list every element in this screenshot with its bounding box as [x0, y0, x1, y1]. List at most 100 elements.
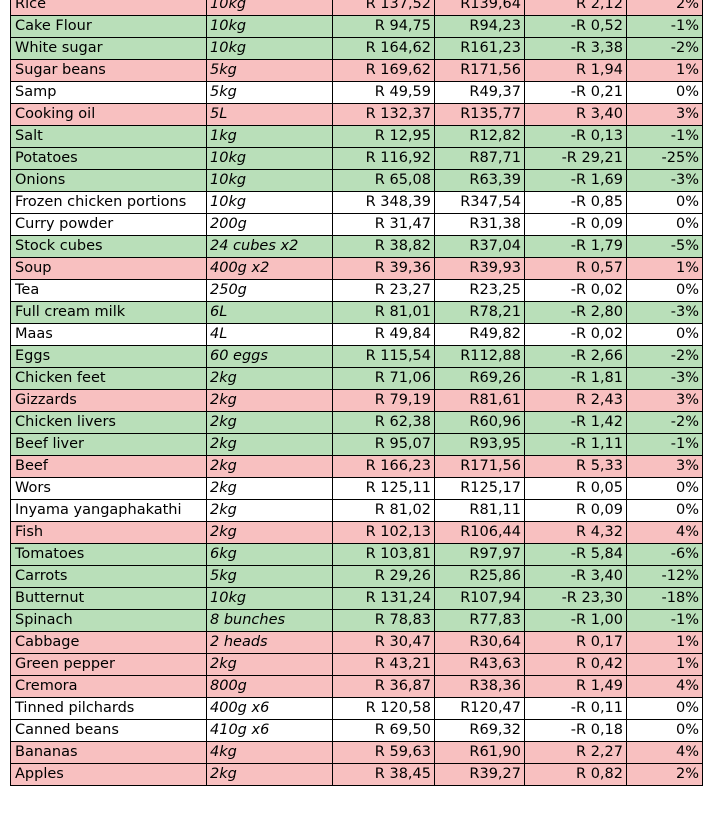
- price-difference-cell: -R 1,00: [524, 609, 627, 632]
- table-row: Spinach 8 bunches R 78,83 R77,83 -R 1,00 -1%: [10, 609, 703, 632]
- price-difference-cell: -R 23,30: [524, 587, 627, 610]
- previous-price-cell: R 39,36: [332, 257, 435, 280]
- percent-change-cell: -2%: [626, 37, 703, 60]
- table-row: Green pepper 2kg R 43,21 R43,63 R 0,42 1%: [10, 653, 703, 676]
- item-name-cell: Samp: [10, 81, 207, 104]
- item-name-cell: Beef: [10, 455, 207, 478]
- percent-change-cell: 0%: [626, 477, 703, 500]
- current-price-cell: R87,71: [434, 147, 525, 170]
- table-row: Gizzards 2kg R 79,19 R81,61 R 2,43 3%: [10, 389, 703, 412]
- table-row: Salt 1kg R 12,95 R12,82 -R 0,13 -1%: [10, 125, 703, 148]
- price-difference-cell: R 0,57: [524, 257, 627, 280]
- price-difference-cell: -R 0,09: [524, 213, 627, 236]
- previous-price-cell: R 94,75: [332, 15, 435, 38]
- quantity-cell: 10kg: [206, 147, 333, 170]
- previous-price-cell: R 131,24: [332, 587, 435, 610]
- price-difference-cell: -R 1,79: [524, 235, 627, 258]
- item-name-cell: Spinach: [10, 609, 207, 632]
- price-difference-cell: -R 1,42: [524, 411, 627, 434]
- previous-price-cell: R 38,82: [332, 235, 435, 258]
- quantity-cell: 10kg: [206, 15, 333, 38]
- current-price-cell: R31,38: [434, 213, 525, 236]
- quantity-cell: 10kg: [206, 0, 333, 16]
- table-row: Soup 400g x2 R 39,36 R39,93 R 0,57 1%: [10, 257, 703, 280]
- price-difference-cell: -R 3,38: [524, 37, 627, 60]
- quantity-cell: 8 bunches: [206, 609, 333, 632]
- previous-price-cell: R 59,63: [332, 741, 435, 764]
- current-price-cell: R63,39: [434, 169, 525, 192]
- quantity-cell: 2kg: [206, 521, 333, 544]
- table-row: Stock cubes 24 cubes x2 R 38,82 R37,04 -R 1,…: [10, 235, 703, 258]
- current-price-cell: R97,97: [434, 543, 525, 566]
- previous-price-cell: R 49,59: [332, 81, 435, 104]
- percent-change-cell: -6%: [626, 543, 703, 566]
- current-price-cell: R139,64: [434, 0, 525, 16]
- percent-change-cell: 0%: [626, 323, 703, 346]
- table-row: Beef liver 2kg R 95,07 R93,95 -R 1,11 -1%: [10, 433, 703, 456]
- previous-price-cell: R 125,11: [332, 477, 435, 500]
- table-row: Tinned pilchards 400g x6 R 120,58 R120,47 -R…: [10, 697, 703, 720]
- price-difference-cell: -R 0,52: [524, 15, 627, 38]
- percent-change-cell: 3%: [626, 389, 703, 412]
- percent-change-cell: 1%: [626, 257, 703, 280]
- price-difference-cell: -R 0,02: [524, 279, 627, 302]
- price-difference-cell: -R 0,18: [524, 719, 627, 742]
- price-difference-cell: R 4,32: [524, 521, 627, 544]
- table-row: Onions 10kg R 65,08 R63,39 -R 1,69 -3%: [10, 169, 703, 192]
- table-row: Tea 250g R 23,27 R23,25 -R 0,02 0%: [10, 279, 703, 302]
- item-name-cell: Full cream milk: [10, 301, 207, 324]
- percent-change-cell: -1%: [626, 15, 703, 38]
- current-price-cell: R23,25: [434, 279, 525, 302]
- quantity-cell: 5kg: [206, 59, 333, 82]
- table-row: Cooking oil 5L R 132,37 R135,77 R 3,40 3%: [10, 103, 703, 126]
- percent-change-cell: -2%: [626, 411, 703, 434]
- quantity-cell: 2kg: [206, 411, 333, 434]
- price-difference-cell: R 2,43: [524, 389, 627, 412]
- price-table: Rice 10kg R 137,52 R139,64 R 2,12 2% Cake Flou…: [10, 0, 703, 786]
- current-price-cell: R107,94: [434, 587, 525, 610]
- percent-change-cell: -3%: [626, 367, 703, 390]
- current-price-cell: R61,90: [434, 741, 525, 764]
- percent-change-cell: 4%: [626, 675, 703, 698]
- quantity-cell: 6L: [206, 301, 333, 324]
- quantity-cell: 800g: [206, 675, 333, 698]
- quantity-cell: 10kg: [206, 37, 333, 60]
- quantity-cell: 2kg: [206, 477, 333, 500]
- table-row: Chicken livers 2kg R 62,38 R60,96 -R 1,42 -2%: [10, 411, 703, 434]
- current-price-cell: R161,23: [434, 37, 525, 60]
- current-price-cell: R120,47: [434, 697, 525, 720]
- previous-price-cell: R 348,39: [332, 191, 435, 214]
- percent-change-cell: 4%: [626, 741, 703, 764]
- item-name-cell: Tinned pilchards: [10, 697, 207, 720]
- previous-price-cell: R 81,01: [332, 301, 435, 324]
- table-row: Curry powder 200g R 31,47 R31,38 -R 0,09 0%: [10, 213, 703, 236]
- current-price-cell: R93,95: [434, 433, 525, 456]
- current-price-cell: R347,54: [434, 191, 525, 214]
- table-row: Potatoes 10kg R 116,92 R87,71 -R 29,21 -25%: [10, 147, 703, 170]
- table-row: Rice 10kg R 137,52 R139,64 R 2,12 2%: [10, 0, 703, 16]
- previous-price-cell: R 31,47: [332, 213, 435, 236]
- current-price-cell: R30,64: [434, 631, 525, 654]
- quantity-cell: 4kg: [206, 741, 333, 764]
- quantity-cell: 2kg: [206, 433, 333, 456]
- item-name-cell: Rice: [10, 0, 207, 16]
- previous-price-cell: R 132,37: [332, 103, 435, 126]
- previous-price-cell: R 103,81: [332, 543, 435, 566]
- item-name-cell: Tomatoes: [10, 543, 207, 566]
- percent-change-cell: 2%: [626, 0, 703, 16]
- price-difference-cell: R 3,40: [524, 103, 627, 126]
- quantity-cell: 2kg: [206, 389, 333, 412]
- quantity-cell: 4L: [206, 323, 333, 346]
- item-name-cell: Salt: [10, 125, 207, 148]
- item-name-cell: White sugar: [10, 37, 207, 60]
- price-difference-cell: -R 3,40: [524, 565, 627, 588]
- item-name-cell: Green pepper: [10, 653, 207, 676]
- item-name-cell: Curry powder: [10, 213, 207, 236]
- percent-change-cell: 0%: [626, 279, 703, 302]
- table-row: Inyama yangaphakathi 2kg R 81,02 R81,11 R 0,…: [10, 499, 703, 522]
- table-row: Cremora 800g R 36,87 R38,36 R 1,49 4%: [10, 675, 703, 698]
- quantity-cell: 10kg: [206, 169, 333, 192]
- quantity-cell: 24 cubes x2: [206, 235, 333, 258]
- table-row: Maas 4L R 49,84 R49,82 -R 0,02 0%: [10, 323, 703, 346]
- table-row: Frozen chicken portions 10kg R 348,39 R347,…: [10, 191, 703, 214]
